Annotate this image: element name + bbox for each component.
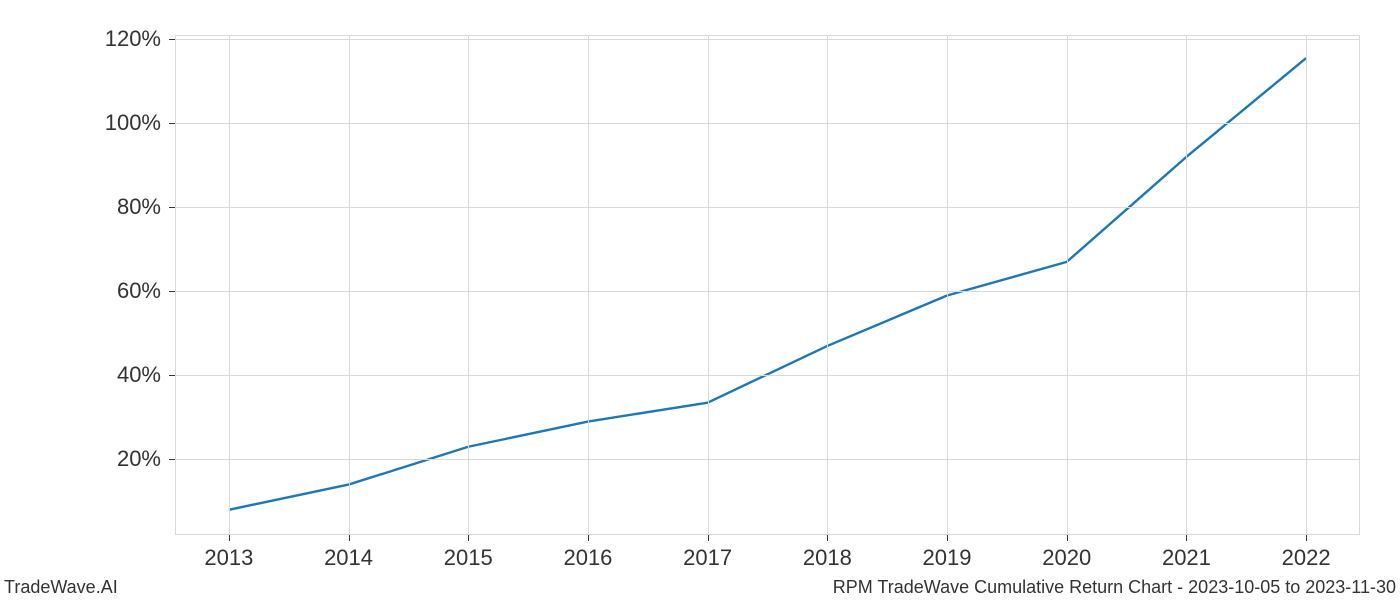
x-tick-label: 2014 <box>324 545 373 571</box>
tick-mark-y <box>169 39 175 40</box>
tick-mark-x <box>708 535 709 541</box>
line-series <box>229 58 1306 510</box>
tick-mark-x <box>588 535 589 541</box>
chart-container: 2013 2014 2015 2016 2017 2018 2019 2020 2021 2022… <box>0 0 1400 600</box>
x-tick-label: 2019 <box>923 545 972 571</box>
x-tick-label: 2020 <box>1042 545 1091 571</box>
plot-area: 2013201420152016201720182019202020212022… <box>175 35 1360 535</box>
tick-mark-x <box>349 535 350 541</box>
y-tick-label: 120% <box>105 26 161 52</box>
x-tick-label: 2013 <box>204 545 253 571</box>
gridline-horizontal <box>175 459 1360 460</box>
x-tick-label: 2015 <box>444 545 493 571</box>
tick-mark-x <box>1306 535 1307 541</box>
gridline-horizontal <box>175 123 1360 124</box>
gridline-horizontal <box>175 39 1360 40</box>
gridline-horizontal <box>175 291 1360 292</box>
tick-mark-y <box>169 375 175 376</box>
footer-left: TradeWave.AI <box>4 577 118 598</box>
x-tick-label: 2022 <box>1282 545 1331 571</box>
y-tick-label: 40% <box>117 362 161 388</box>
y-tick-label: 100% <box>105 110 161 136</box>
tick-mark-x <box>1186 535 1187 541</box>
y-tick-label: 60% <box>117 278 161 304</box>
gridline-horizontal <box>175 207 1360 208</box>
x-tick-label: 2017 <box>683 545 732 571</box>
y-tick-label: 80% <box>117 194 161 220</box>
tick-mark-x <box>1067 535 1068 541</box>
x-tick-label: 2016 <box>563 545 612 571</box>
tick-mark-x <box>947 535 948 541</box>
tick-mark-y <box>169 291 175 292</box>
tick-mark-y <box>169 123 175 124</box>
tick-mark-y <box>169 459 175 460</box>
gridline-horizontal <box>175 375 1360 376</box>
y-tick-label: 20% <box>117 446 161 472</box>
x-tick-label: 2018 <box>803 545 852 571</box>
tick-mark-y <box>169 207 175 208</box>
tick-mark-x <box>229 535 230 541</box>
x-tick-label: 2021 <box>1162 545 1211 571</box>
tick-mark-x <box>468 535 469 541</box>
footer-right: RPM TradeWave Cumulative Return Chart - … <box>833 577 1396 598</box>
tick-mark-x <box>827 535 828 541</box>
